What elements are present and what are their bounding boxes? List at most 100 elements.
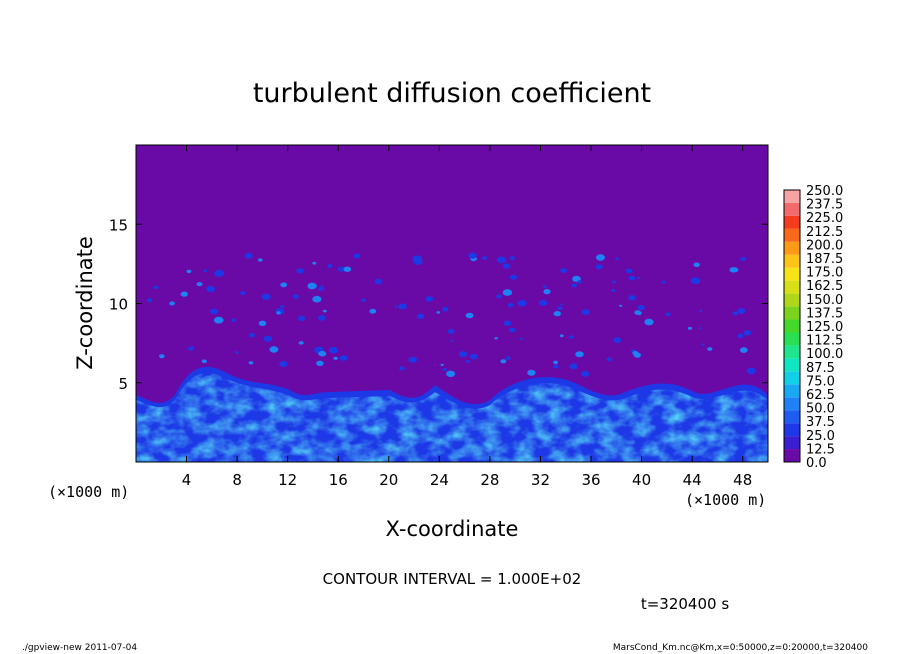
- eddy-spot: [611, 289, 616, 292]
- eddy-spot: [699, 309, 703, 312]
- eddy-spot: [337, 266, 345, 272]
- x-tick-label: 44: [683, 471, 702, 489]
- colorbar-segment: [784, 358, 800, 372]
- eddy-spot: [496, 294, 502, 299]
- colorbar-segment: [784, 306, 800, 320]
- eddy-spot: [196, 282, 203, 287]
- colorbar-label: 150.0: [806, 293, 843, 308]
- x-tick-label: 48: [733, 471, 752, 489]
- colorbar-segment: [784, 228, 800, 242]
- eddy-spot: [204, 369, 213, 376]
- colorbar-segment: [784, 449, 800, 462]
- colorbar-label: 37.5: [806, 415, 835, 430]
- eddy-spot: [425, 296, 434, 302]
- colorbar-label: 237.5: [806, 198, 843, 213]
- colorbar-label: 212.5: [806, 225, 843, 240]
- eddy-spot: [553, 311, 561, 317]
- eddy-spot: [180, 291, 188, 297]
- eddy-spot: [596, 254, 605, 261]
- eddy-spot: [318, 315, 326, 321]
- eddy-spot: [560, 303, 563, 306]
- eddy-spot: [213, 316, 224, 324]
- colorbar-segment: [784, 384, 800, 398]
- colorbar-label: 100.0: [806, 347, 843, 362]
- eddy-spot: [502, 289, 513, 296]
- eddy-spot: [201, 359, 207, 364]
- x-tick-label: 40: [632, 471, 651, 489]
- colorbar-label: 12.5: [806, 442, 835, 457]
- colorbar-segment: [784, 345, 800, 359]
- eddy-spot: [361, 298, 366, 302]
- eddy-spot: [240, 291, 246, 295]
- colorbar-label: 225.0: [806, 211, 843, 226]
- eddy-spot: [559, 334, 564, 338]
- eddy-spot: [307, 282, 317, 290]
- colorbar: 0.012.525.037.550.062.575.087.5100.0112.…: [783, 184, 843, 471]
- eddy-spot: [482, 256, 488, 260]
- eddy-spot: [503, 320, 512, 326]
- eddy-spot: [235, 351, 239, 354]
- eddy-spot: [496, 256, 507, 264]
- eddy-spot: [403, 305, 407, 308]
- eddy-spot: [458, 351, 468, 358]
- y-tick-label: 15: [109, 216, 128, 234]
- eddy-spot: [203, 269, 208, 273]
- time-label: t=320400 s: [641, 595, 729, 613]
- colorbar-segment: [784, 332, 800, 346]
- eddy-spot: [408, 356, 418, 363]
- colorbar-label: 250.0: [806, 184, 843, 199]
- eddy-spot: [581, 370, 590, 377]
- colorbar-segment: [784, 215, 800, 229]
- colorbar-label: 162.5: [806, 279, 843, 294]
- colorbar-segment: [784, 202, 800, 216]
- colorbar-frame: [783, 189, 801, 463]
- eddy-spot: [739, 347, 748, 353]
- eddy-spot: [412, 255, 422, 263]
- y-axis-label: Z-coordinate: [73, 236, 97, 370]
- eddy-spot: [707, 347, 713, 351]
- eddy-spot: [505, 356, 511, 361]
- eddy-spot: [625, 268, 633, 274]
- eddy-spot: [699, 327, 702, 330]
- eddy-spot: [628, 275, 636, 281]
- eddy-spot: [661, 280, 666, 284]
- eddy-spot: [263, 335, 273, 342]
- eddy-spot: [737, 333, 744, 339]
- eddy-spot: [569, 335, 574, 339]
- eddy-spot: [322, 309, 327, 313]
- eddy-spot: [296, 268, 304, 274]
- eddy-spot: [517, 300, 527, 307]
- eddy-spot: [436, 311, 441, 314]
- colorbar-segment: [784, 190, 800, 203]
- eddy-spot: [450, 339, 454, 342]
- eddy-spot: [560, 268, 567, 273]
- colorbar-label: 75.0: [806, 374, 835, 389]
- colorbar-segment: [784, 436, 800, 450]
- eddy-spot: [743, 330, 752, 336]
- eddy-spot: [644, 318, 654, 326]
- x-tick-label: 24: [430, 471, 449, 489]
- eddy-spot: [214, 269, 225, 277]
- eddy-spot: [693, 262, 700, 268]
- eddy-spot: [442, 368, 447, 371]
- eddy-spot: [633, 352, 642, 358]
- eddy-spot: [206, 285, 216, 293]
- x-tick-label: 36: [581, 471, 600, 489]
- colorbar-label: 25.0: [806, 429, 835, 444]
- eddy-spot: [687, 326, 693, 330]
- eddy-spot: [732, 311, 739, 316]
- eddy-spot: [369, 308, 377, 314]
- eddy-spot: [280, 282, 288, 288]
- eddy-spot: [636, 276, 641, 279]
- colorbar-segment: [784, 293, 800, 307]
- eddy-spot: [494, 337, 498, 340]
- x-tick-label: 20: [379, 471, 398, 489]
- eddy-spot: [280, 305, 285, 308]
- eddy-spot: [581, 309, 590, 315]
- eddy-spot: [188, 346, 195, 351]
- x-tick-label: 12: [278, 471, 297, 489]
- eddy-spot: [575, 351, 584, 358]
- colorbar-label: 0.0: [806, 456, 827, 471]
- colorbar-label: 187.5: [806, 252, 843, 267]
